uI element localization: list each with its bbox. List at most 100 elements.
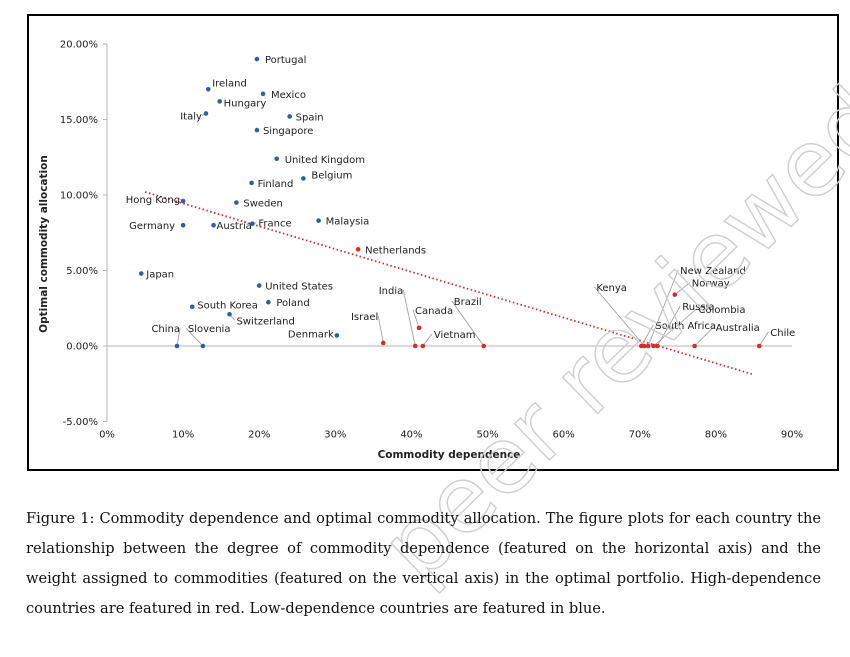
scatter-chart: 20.00% 15.00% 10.00% 5.00% 0.00% -5.00%0% 10% 2… bbox=[38, 40, 803, 462]
data-label: Japan bbox=[145, 270, 174, 281]
x-axis-label: Commodity dependence bbox=[378, 449, 521, 461]
data-label: Switzerland bbox=[237, 316, 295, 327]
x-tick-label: 60% bbox=[553, 430, 575, 441]
data-label: Kenya bbox=[596, 283, 627, 294]
data-label: Norway bbox=[692, 279, 730, 290]
data-label: Netherlands bbox=[365, 245, 426, 256]
data-point bbox=[654, 343, 660, 349]
data-point bbox=[189, 304, 195, 310]
data-label: Russia bbox=[682, 302, 714, 313]
data-point bbox=[254, 56, 260, 62]
x-tick-label: 90% bbox=[781, 430, 803, 441]
trendline bbox=[144, 191, 755, 376]
data-point bbox=[756, 343, 762, 349]
data-point bbox=[380, 340, 386, 346]
leader-line bbox=[422, 333, 433, 347]
x-tick-label: 10% bbox=[172, 430, 194, 441]
data-label: Slovenia bbox=[188, 324, 231, 335]
data-point bbox=[249, 180, 254, 186]
data-points bbox=[138, 56, 762, 349]
data-point bbox=[138, 271, 144, 276]
data-label: Germany bbox=[129, 221, 175, 232]
axes: 20.00% 15.00% 10.00% 5.00% 0.00% -5.00%0% 10% 2… bbox=[60, 40, 803, 441]
leader-line bbox=[402, 289, 416, 347]
y-axis-label: Optimal commodity allocation bbox=[38, 155, 50, 333]
data-point bbox=[266, 299, 271, 305]
data-label: South Africa bbox=[655, 321, 716, 332]
leader-line bbox=[451, 300, 485, 347]
data-label: Italy bbox=[180, 111, 202, 122]
data-label: Vietnam bbox=[434, 330, 476, 341]
leader-line bbox=[647, 269, 679, 347]
x-tick-label: 0% bbox=[99, 430, 115, 441]
data-point bbox=[203, 111, 209, 116]
data-point bbox=[301, 176, 306, 181]
data-point bbox=[217, 99, 222, 104]
data-label: Portugal bbox=[265, 55, 306, 66]
data-point bbox=[274, 156, 280, 162]
data-point bbox=[416, 325, 422, 331]
data-point bbox=[420, 343, 426, 349]
data-label: Finland bbox=[258, 179, 294, 190]
leader-line bbox=[653, 308, 697, 347]
data-label: Singapore bbox=[263, 126, 313, 137]
data-point bbox=[672, 292, 678, 297]
data-label: Mexico bbox=[271, 90, 306, 101]
data-label: Austria bbox=[217, 221, 252, 232]
data-label: United Kingdom bbox=[285, 155, 365, 166]
data-point bbox=[334, 333, 340, 338]
data-label: Canada bbox=[415, 306, 453, 317]
data-point bbox=[287, 114, 292, 119]
leader-line bbox=[594, 286, 645, 347]
data-label: United States bbox=[265, 282, 333, 293]
data-label: Denmark bbox=[288, 329, 334, 340]
data-point bbox=[260, 91, 266, 97]
data-label: Israel bbox=[351, 312, 378, 323]
leader-line bbox=[185, 327, 204, 347]
point-labels: Portugal Ireland Mexico Hungary Italy Spain Si… bbox=[126, 55, 796, 341]
data-point bbox=[250, 221, 255, 226]
y-tick-label: -5.00% bbox=[63, 417, 98, 428]
x-tick-label: 20% bbox=[248, 430, 270, 441]
data-label: Belgium bbox=[311, 170, 352, 181]
y-tick-label: 10.00% bbox=[60, 191, 98, 202]
y-tick-label: 20.00% bbox=[60, 40, 98, 51]
data-label: Poland bbox=[276, 298, 309, 309]
data-label: Colombia bbox=[698, 305, 745, 316]
data-point bbox=[316, 218, 321, 223]
y-tick-label: 15.00% bbox=[60, 115, 98, 126]
leader-line bbox=[176, 327, 181, 347]
leader-lines bbox=[176, 113, 769, 347]
leader-line bbox=[640, 324, 654, 347]
data-label: China bbox=[151, 324, 180, 335]
data-point bbox=[200, 343, 206, 349]
data-label: Sweden bbox=[243, 199, 283, 210]
data-label: France bbox=[258, 219, 291, 230]
leader-line bbox=[694, 326, 714, 347]
data-label: Brazil bbox=[454, 297, 482, 308]
data-point bbox=[412, 343, 418, 349]
x-tick-label: 50% bbox=[476, 430, 498, 441]
data-point bbox=[692, 343, 697, 349]
data-point bbox=[180, 222, 186, 228]
data-label: Spain bbox=[296, 112, 324, 123]
data-label: Australia bbox=[716, 323, 760, 334]
data-point bbox=[234, 200, 239, 205]
data-label: Hungary bbox=[224, 98, 267, 109]
data-label: India bbox=[379, 286, 404, 297]
data-label: New Zealand bbox=[680, 266, 746, 277]
trendline-group bbox=[144, 191, 755, 376]
data-point bbox=[642, 343, 647, 349]
data-point bbox=[256, 283, 262, 288]
data-label: Chile bbox=[770, 328, 795, 339]
data-point bbox=[205, 87, 211, 92]
data-label: Malaysia bbox=[326, 217, 370, 228]
data-label: Hong Kong bbox=[126, 195, 180, 206]
leader-line bbox=[412, 309, 420, 329]
figure-caption: Figure 1: Commodity dependence and optim… bbox=[26, 510, 821, 617]
x-tick-label: 70% bbox=[629, 430, 651, 441]
figure-frame: 20.00% 15.00% 10.00% 5.00% 0.00% -5.00% 0% 10% 2… bbox=[27, 14, 839, 471]
data-point bbox=[254, 127, 260, 133]
leader-line bbox=[674, 282, 691, 295]
data-label: South Korea bbox=[197, 301, 258, 312]
